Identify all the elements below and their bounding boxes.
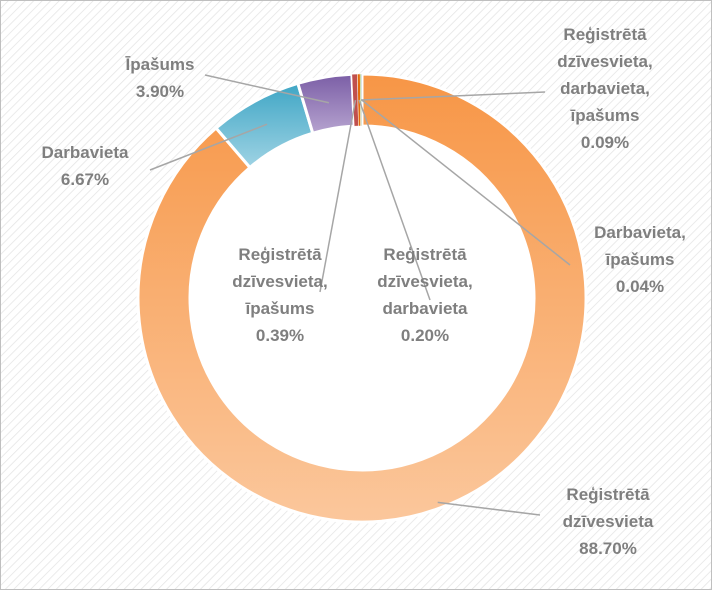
category-label: Darbavieta, īpašums (594, 223, 686, 269)
value-label: 6.67% (61, 170, 109, 189)
data-label: Darbavieta 6.67% (42, 143, 129, 189)
donut-slice (136, 72, 588, 524)
data-label: Reģistrētā dzīvesvieta 88.70% (563, 485, 654, 558)
data-label: Reģistrētā dzīvesvieta, īpašums 0.39% (232, 245, 327, 345)
leader-line (361, 99, 571, 266)
value-label: 0.39% (256, 326, 304, 345)
data-label: Īpašums 3.90% (125, 55, 195, 101)
donut-hole (190, 126, 534, 470)
value-label: 88.70% (579, 539, 637, 558)
leader-line (360, 91, 546, 101)
value-label: 0.20% (401, 326, 449, 345)
category-label: Reģistrētā dzīvesvieta, darbavieta (377, 245, 472, 318)
value-label: 0.09% (581, 133, 629, 152)
leader-line (204, 74, 330, 104)
category-label: Īpašums (125, 55, 195, 74)
category-label: Reģistrētā dzīvesvieta, darbavieta, īpašums (557, 25, 652, 125)
category-label: Reģistrētā dzīvesvieta, īpašums (232, 245, 327, 318)
category-label: Reģistrētā dzīvesvieta (563, 485, 654, 531)
value-label: 3.90% (136, 82, 184, 101)
category-label: Darbavieta (42, 143, 129, 162)
value-label: 0.04% (616, 277, 664, 296)
leader-line (358, 99, 431, 301)
leader-line (319, 99, 357, 293)
data-label: Darbavieta, īpašums 0.04% (594, 223, 686, 296)
data-label: Reģistrētā dzīvesvieta, darbavieta 0.20% (377, 245, 472, 345)
leader-line (437, 501, 541, 516)
leader-line (149, 123, 268, 171)
data-label: Reģistrētā dzīvesvieta, darbavieta, īpašums… (557, 25, 652, 152)
